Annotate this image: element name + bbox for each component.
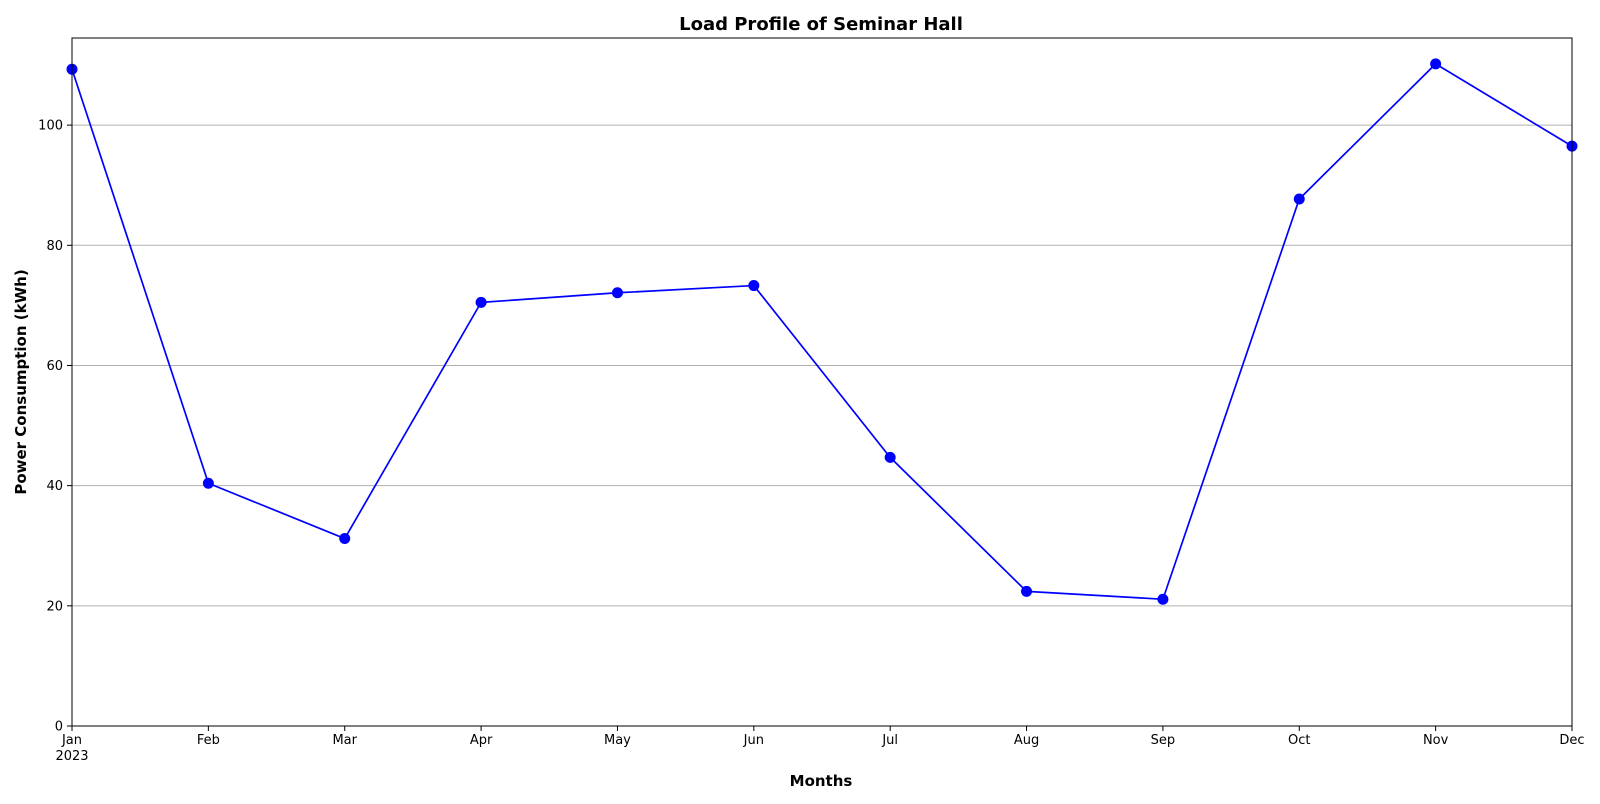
x-axis-ticks: Jan Feb Mar Apr May Jun Jul Aug Sep Oct Nov Dec 2023 [55, 726, 1585, 764]
x-tick-label: Dec [1559, 733, 1584, 748]
data-point [1157, 593, 1169, 605]
x-tick-label: Oct [1288, 733, 1310, 748]
y-tick-label: 20 [46, 599, 63, 614]
y-tick-label: 0 [55, 720, 63, 735]
series-line [71, 62, 1573, 601]
x-tick-label: May [604, 733, 631, 748]
x-tick-label: Sep [1151, 733, 1176, 748]
data-point [202, 477, 214, 489]
x-tick-label: Feb [197, 733, 220, 748]
x-tick-label: Apr [470, 733, 493, 748]
x-tick-label: Jul [881, 733, 898, 748]
x-tick-label: Jun [743, 733, 764, 748]
y-axis-ticks: 0 20 40 60 80 100 [38, 119, 72, 735]
y-tick-label: 40 [46, 479, 63, 494]
y-tick-label: 100 [38, 119, 63, 134]
x-tick-label: Jan [61, 733, 82, 748]
y-tick-label: 80 [46, 239, 63, 254]
x-tick-year-label: 2023 [55, 749, 88, 764]
series-layer [66, 58, 1578, 605]
chart-title: Load Profile of Seminar Hall [679, 14, 963, 35]
data-point [1021, 585, 1033, 597]
data-point [1293, 193, 1305, 205]
x-tick-label: Nov [1423, 733, 1449, 748]
data-point [339, 533, 351, 545]
data-point [1430, 58, 1442, 70]
data-point [748, 280, 760, 292]
plot-frame [71, 37, 1573, 727]
x-tick-label: Mar [332, 733, 357, 748]
x-axis-label: Months [790, 772, 853, 790]
y-axis-label: Power Consumption (kWh) [12, 269, 30, 494]
x-tick-label: Aug [1014, 733, 1039, 748]
data-point [475, 296, 487, 308]
y-tick-label: 60 [46, 359, 63, 374]
data-point [611, 287, 623, 299]
gridlines [72, 124, 1572, 607]
data-point [884, 451, 896, 463]
